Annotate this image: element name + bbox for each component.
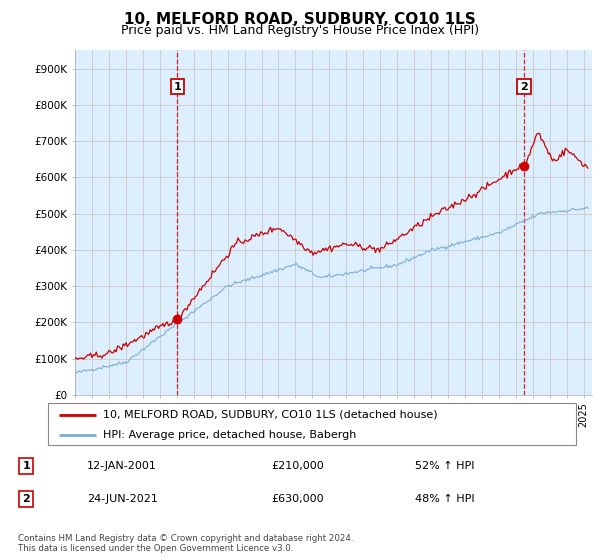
Text: Price paid vs. HM Land Registry's House Price Index (HPI): Price paid vs. HM Land Registry's House … (121, 24, 479, 36)
Text: 10, MELFORD ROAD, SUDBURY, CO10 1LS: 10, MELFORD ROAD, SUDBURY, CO10 1LS (124, 12, 476, 27)
Text: 1: 1 (23, 461, 30, 472)
FancyBboxPatch shape (48, 403, 576, 445)
Text: 48% ↑ HPI: 48% ↑ HPI (415, 494, 475, 504)
Text: 2: 2 (520, 82, 528, 92)
Text: £630,000: £630,000 (271, 494, 324, 504)
Text: £210,000: £210,000 (271, 461, 324, 472)
Text: 2: 2 (23, 494, 30, 504)
Text: HPI: Average price, detached house, Babergh: HPI: Average price, detached house, Babe… (103, 430, 357, 440)
Text: 1: 1 (173, 82, 181, 92)
Text: 10, MELFORD ROAD, SUDBURY, CO10 1LS (detached house): 10, MELFORD ROAD, SUDBURY, CO10 1LS (det… (103, 410, 438, 420)
Text: 24-JUN-2021: 24-JUN-2021 (87, 494, 158, 504)
Text: Contains HM Land Registry data © Crown copyright and database right 2024.
This d: Contains HM Land Registry data © Crown c… (18, 534, 353, 553)
Text: 52% ↑ HPI: 52% ↑ HPI (415, 461, 475, 472)
Text: 12-JAN-2001: 12-JAN-2001 (87, 461, 157, 472)
